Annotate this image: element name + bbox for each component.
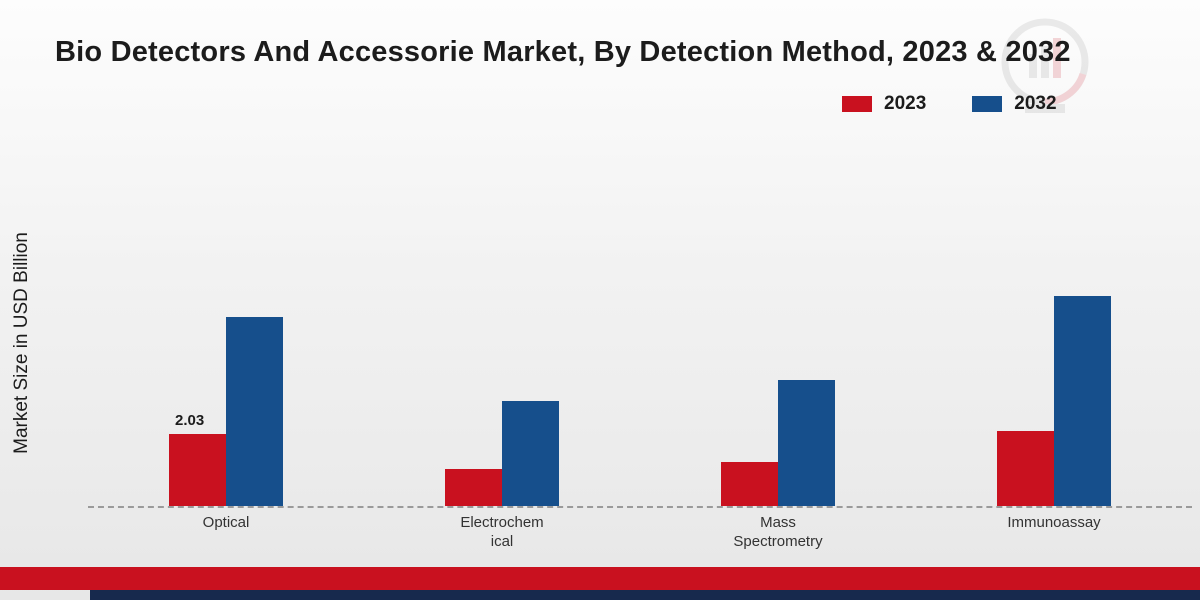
bar-2032-mass-spectrometry: [778, 379, 835, 506]
bar-2023-optical: 2.03: [169, 412, 226, 506]
bar-group-immunoassay: [989, 295, 1119, 506]
bar-2023-electrochemical: [445, 468, 502, 506]
bar-2032-optical: [226, 317, 283, 506]
footer-navy-band: [90, 590, 1200, 600]
bar-2023-mass-spectrometry: [721, 461, 778, 506]
y-axis-label: Market Size in USD Billion: [11, 232, 32, 454]
plot-area: 2.03: [88, 150, 1192, 508]
bar-group-mass-spectrometry: [713, 379, 843, 506]
legend-swatch-2032: [972, 96, 1003, 112]
bar-group-electrochemical: [437, 400, 567, 506]
bar-value-label: 2.03: [175, 411, 205, 429]
x-axis-tick-labels: Optical Electrochem ical Mass Spectrometry Im…: [88, 514, 1192, 552]
x-tick-immunoassay: Immunoassay: [1007, 514, 1101, 531]
x-tick-optical: Optical: [202, 514, 250, 531]
x-tick-electrochemical: Electrochem ical: [460, 514, 544, 550]
footer-red-band: [0, 567, 1200, 590]
legend-label-2023: 2023: [884, 93, 927, 114]
bar-group-optical: 2.03: [161, 317, 291, 506]
legend: 2023 2032: [842, 93, 1057, 115]
legend-item-2032: 2032: [972, 93, 1057, 115]
legend-item-2023: 2023: [842, 93, 926, 115]
bar-2032-electrochemical: [502, 400, 559, 506]
x-tick-mass-spectrometry: Mass Spectrometry: [733, 514, 823, 550]
watermark-logo: [1001, 18, 1089, 113]
bar-2023-immunoassay: [997, 431, 1054, 506]
bar-2032-immunoassay: [1054, 295, 1111, 506]
bars-row: 2.03: [88, 150, 1192, 506]
legend-label-2032: 2032: [1014, 93, 1057, 114]
legend-swatch-2023: [842, 96, 872, 112]
chart-title: Bio Detectors And Accessorie Market, By …: [55, 36, 1071, 68]
